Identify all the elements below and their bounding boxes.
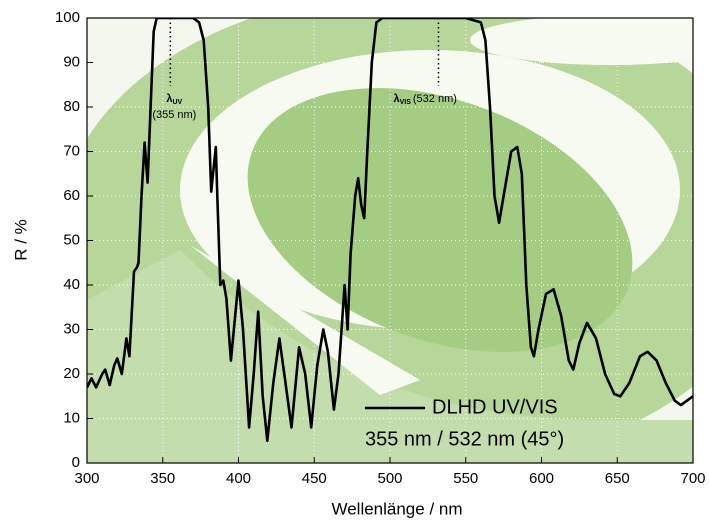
y-tick-label: 0 bbox=[72, 454, 80, 471]
background bbox=[87, 18, 693, 463]
x-tick-label: 600 bbox=[529, 470, 554, 487]
x-tick-label: 700 bbox=[680, 470, 705, 487]
annotation-text: (532 nm) bbox=[413, 93, 457, 105]
x-tick-label: 350 bbox=[150, 470, 175, 487]
y-tick-label: 100 bbox=[55, 9, 80, 26]
y-tick-label: 20 bbox=[63, 365, 80, 382]
x-tick-label: 300 bbox=[74, 470, 99, 487]
y-tick-label: 60 bbox=[63, 187, 80, 204]
y-tick-label: 40 bbox=[63, 276, 80, 293]
annotation: λUV bbox=[166, 93, 182, 106]
legend-note: 355 nm / 532 nm (45°) bbox=[365, 428, 564, 450]
y-tick-label: 80 bbox=[63, 98, 80, 115]
annotation: λVIS (532 nm) bbox=[393, 93, 456, 106]
y-tick-label: 90 bbox=[63, 53, 80, 70]
x-tick-label: 400 bbox=[226, 470, 251, 487]
legend-label: DLHD UV/VIS bbox=[432, 396, 558, 418]
y-tick-label: 50 bbox=[63, 231, 80, 248]
annotation-symbol: λ bbox=[166, 93, 172, 105]
y-tick-label: 10 bbox=[63, 409, 80, 426]
y-axis-label: R / % bbox=[11, 219, 30, 261]
annotation-subscript: UV bbox=[172, 99, 182, 106]
annotation-subscript: VIS bbox=[400, 99, 412, 106]
annotation-symbol: λ bbox=[393, 93, 399, 105]
x-axis-label: Wellenlänge / nm bbox=[331, 499, 462, 518]
data-line bbox=[87, 18, 693, 443]
x-tick-label: 650 bbox=[605, 470, 630, 487]
x-tick-label: 500 bbox=[377, 470, 402, 487]
x-tick-label: 450 bbox=[302, 470, 327, 487]
y-tick-label: 30 bbox=[63, 320, 80, 337]
x-tick-label: 550 bbox=[453, 470, 478, 487]
y-tick-label: 70 bbox=[63, 142, 80, 159]
annotation-text: (355 nm) bbox=[152, 109, 196, 121]
